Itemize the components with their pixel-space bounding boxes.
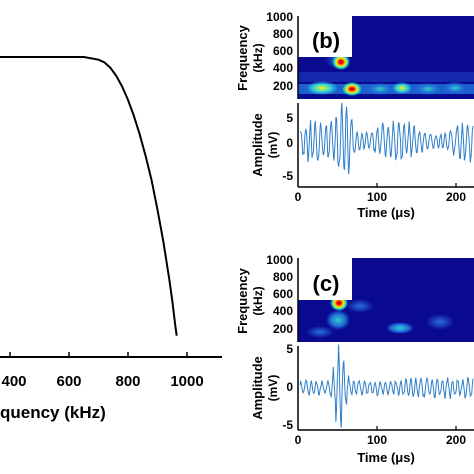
panel-c-wave-y-tick-label: 5 [286, 342, 293, 356]
panel-b-wave-y-tick-label: 0 [286, 136, 293, 150]
panel-c-wave-x-tick-label: 100 [367, 433, 387, 447]
panel-b-hot-spot [332, 54, 350, 70]
panel-b-spec-y-tick-label: 400 [273, 61, 293, 75]
panel-c-waveform: 5 0 -5 Amplitude (mV) 0 100 200 Time (μs… [250, 342, 474, 465]
panel-b-hot-spot [414, 83, 442, 95]
panel-b-wave-y-axis-unit: (mV) [266, 132, 280, 159]
panel-c-wave-x-tick-label: 200 [446, 433, 466, 447]
panel-b-hot-spot [366, 83, 394, 95]
panel-c-wave-x-tick-label: 0 [295, 433, 302, 447]
panel-b-spec-y-tick-label: 200 [273, 79, 293, 93]
panel-b-spectrogram-background [352, 16, 474, 58]
panel-b-hot-spot [443, 82, 467, 94]
panel-b-label: (b) [312, 28, 340, 53]
panel-b-spectrogram: (b) 1000 800 600 400 200 Frequency (kHz) [235, 10, 474, 99]
panel-c-hot-spot [306, 326, 334, 338]
panel-a-x-tick-label: 600 [56, 373, 81, 390]
panel-b-waveform: 5 0 -5 Amplitude (mV) 0 100 200 Time (μs… [250, 102, 474, 220]
panel-c-wave-y-axis-unit: (mV) [266, 375, 280, 402]
panel-b-hot-spot [342, 82, 362, 96]
panel-b-wave-y-tick-label: 5 [286, 111, 293, 125]
panel-b-spec-y-tick-label: 1000 [266, 10, 293, 24]
panel-b-wave-x-tick-label: 100 [367, 190, 387, 204]
panel-b-wave-y-tick-label: -5 [282, 169, 293, 183]
panel-c-wave-x-axis-label: Time (μs) [357, 450, 415, 465]
panel-a-x-axis-label: quency (kHz) [0, 403, 106, 422]
panel-c-spec-y-axis-label: Frequency [235, 267, 250, 334]
panel-a-x-tick-label: 800 [115, 373, 140, 390]
panel-c-spec-y-tick-label: 200 [273, 322, 293, 336]
panel-b-wave-x-tick-label: 0 [295, 190, 302, 204]
panel-b-waveform-trace [299, 102, 474, 175]
panel-c-hot-spot [326, 310, 350, 330]
panel-b-spec-y-tick-label: 600 [273, 44, 293, 58]
panel-a-x-tick-label: 400 [1, 373, 26, 390]
panel-c-spec-y-axis-unit: (kHz) [251, 286, 265, 315]
panel-a-x-tick-label: 1000 [170, 373, 203, 390]
panel-c-spec-y-tick-label: 800 [273, 270, 293, 284]
panel-b-wave-x-tick-label: 200 [446, 190, 466, 204]
panel-c-hot-spot [426, 314, 454, 330]
panel-c-spec-y-tick-label: 400 [273, 304, 293, 318]
panel-c-spec-y-tick-label: 1000 [266, 253, 293, 267]
panel-b-wave-x-axis-label: Time (μs) [357, 205, 415, 220]
panel-c-wave-y-axis-label: Amplitude [250, 356, 265, 420]
panel-c-spectrogram-background [352, 258, 474, 301]
panel-c-wave-y-tick-label: 0 [286, 380, 293, 394]
panel-a: 400 600 800 1000 quency (kHz) [0, 56, 222, 422]
panel-c-spec-y-tick-label: 600 [273, 287, 293, 301]
panel-b-spec-y-tick-label: 800 [273, 27, 293, 41]
panel-b-wave-y-axis-label: Amplitude [250, 113, 265, 177]
panel-c-wave-y-tick-label: -5 [282, 418, 293, 432]
panel-b-spec-y-axis-label: Frequency [235, 24, 250, 91]
panel-c-label-box [298, 258, 352, 300]
panel-c-spectrogram: (c) 1000 800 600 400 200 Frequency (kHz) [235, 253, 474, 342]
panel-b-spec-y-axis-unit: (kHz) [251, 43, 265, 72]
panel-b-hot-spot [392, 82, 412, 94]
panel-c-hot-spot [386, 322, 414, 334]
panel-c-waveform-trace [299, 344, 474, 428]
panel-b-hot-spot [306, 81, 338, 95]
panel-a-response-curve [0, 56, 178, 336]
panel-c-label: (c) [313, 271, 340, 296]
panel-b-label-box [298, 16, 352, 57]
panel-b-spectrogram-band [298, 72, 474, 82]
panel-c-hot-spot [346, 299, 374, 313]
